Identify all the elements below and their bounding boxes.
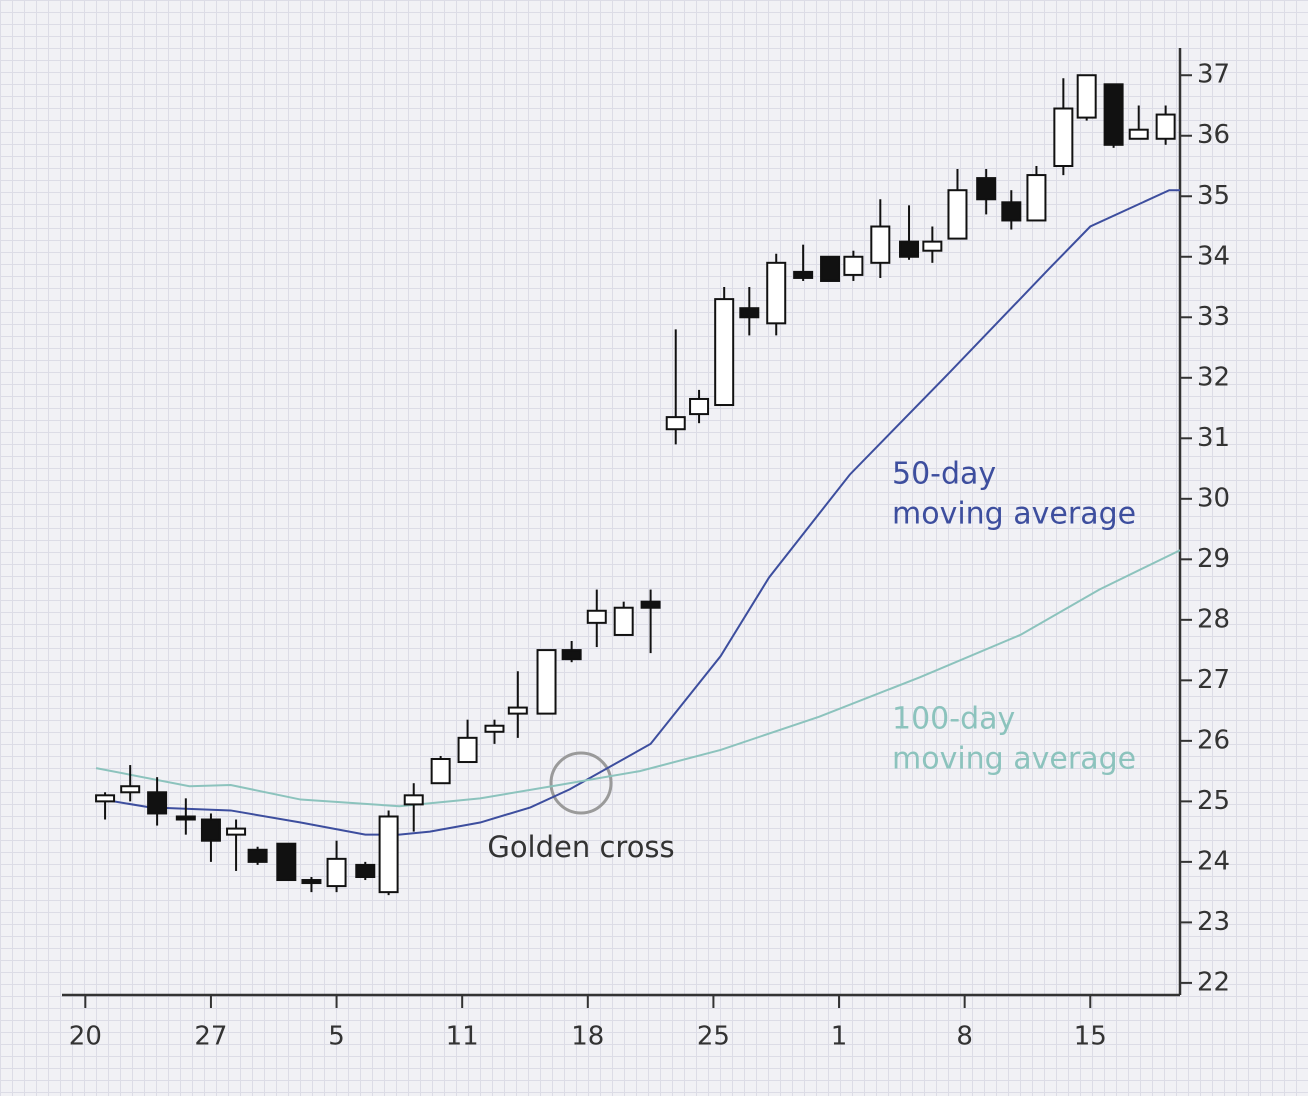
candle-body: [1128, 128, 1149, 140]
candle-body: [355, 863, 376, 879]
x-tick-label: 18: [571, 1022, 604, 1052]
candle-body: [947, 189, 968, 240]
candle-body: [899, 240, 920, 258]
x-tick-label: 8: [956, 1022, 973, 1052]
x-tick-label: 1: [831, 1022, 848, 1052]
candle-body: [561, 649, 582, 661]
candle-body: [200, 818, 221, 842]
y-tick-label: 36: [1197, 120, 1230, 150]
candle-body: [766, 261, 787, 325]
y-tick-label: 28: [1197, 604, 1230, 634]
y-tick-label: 27: [1197, 665, 1230, 695]
candle-body: [276, 842, 297, 882]
x-tick-label: 11: [446, 1022, 479, 1052]
candle-body: [689, 397, 710, 416]
y-tick-label: 24: [1197, 846, 1230, 876]
candle-body: [665, 416, 686, 431]
y-tick-label: 22: [1197, 967, 1230, 997]
y-tick-label: 29: [1197, 544, 1230, 574]
x-tick-label: 5: [328, 1022, 345, 1052]
y-tick-label: 25: [1197, 786, 1230, 816]
candle-body: [976, 177, 997, 201]
candle-body: [922, 240, 943, 252]
annotation: Golden cross: [487, 830, 674, 864]
candle-body: [95, 794, 116, 803]
y-tick-label: 23: [1197, 907, 1230, 937]
y-tick-label: 30: [1197, 483, 1230, 513]
candle-body: [1001, 201, 1022, 222]
candle-body: [640, 600, 661, 609]
moving-average-line: [95, 189, 1180, 836]
y-tick-label: 37: [1197, 60, 1230, 90]
candle-body: [175, 815, 196, 821]
candle-body: [536, 649, 557, 715]
candle-body: [793, 270, 814, 279]
candle-body: [739, 307, 760, 319]
series-label: moving average: [892, 497, 1136, 532]
y-tick-label: 35: [1197, 181, 1230, 211]
series-label: 50-day: [892, 457, 996, 492]
x-tick-label: 25: [697, 1022, 730, 1052]
candle-body: [484, 724, 505, 733]
candle-body: [147, 791, 168, 815]
candle-body: [226, 827, 247, 836]
y-tick-label: 31: [1197, 423, 1230, 453]
candle-body: [457, 736, 478, 764]
candle-body: [378, 815, 399, 894]
candle-body: [1076, 74, 1097, 119]
candle-body: [820, 255, 841, 282]
x-tick-label: 15: [1074, 1022, 1107, 1052]
candle-body: [247, 848, 268, 863]
candle-body: [1155, 113, 1176, 140]
candle-body: [403, 794, 424, 806]
candle-body: [714, 298, 735, 407]
candle-body: [1053, 107, 1074, 167]
x-tick-label: 20: [69, 1022, 102, 1052]
candle-body: [430, 758, 451, 785]
candle-body: [301, 879, 322, 885]
y-tick-label: 26: [1197, 725, 1230, 755]
candle-body: [507, 706, 528, 715]
series-label: 100-day: [892, 702, 1015, 737]
y-tick-label: 34: [1197, 241, 1230, 271]
candle-body: [120, 785, 141, 794]
candle-body: [586, 609, 607, 624]
golden-cross-circle: [549, 751, 613, 815]
candle-body: [613, 606, 634, 636]
candle-body: [1103, 83, 1124, 146]
moving-average-line: [95, 549, 1181, 808]
candle-body: [870, 225, 891, 264]
candle-body: [326, 857, 347, 888]
series-label: moving average: [892, 742, 1136, 777]
candle-body: [1026, 174, 1047, 222]
candle-body: [843, 255, 864, 276]
y-tick-label: 33: [1197, 302, 1230, 332]
x-tick-label: 27: [194, 1022, 227, 1052]
y-tick-label: 32: [1197, 362, 1230, 392]
